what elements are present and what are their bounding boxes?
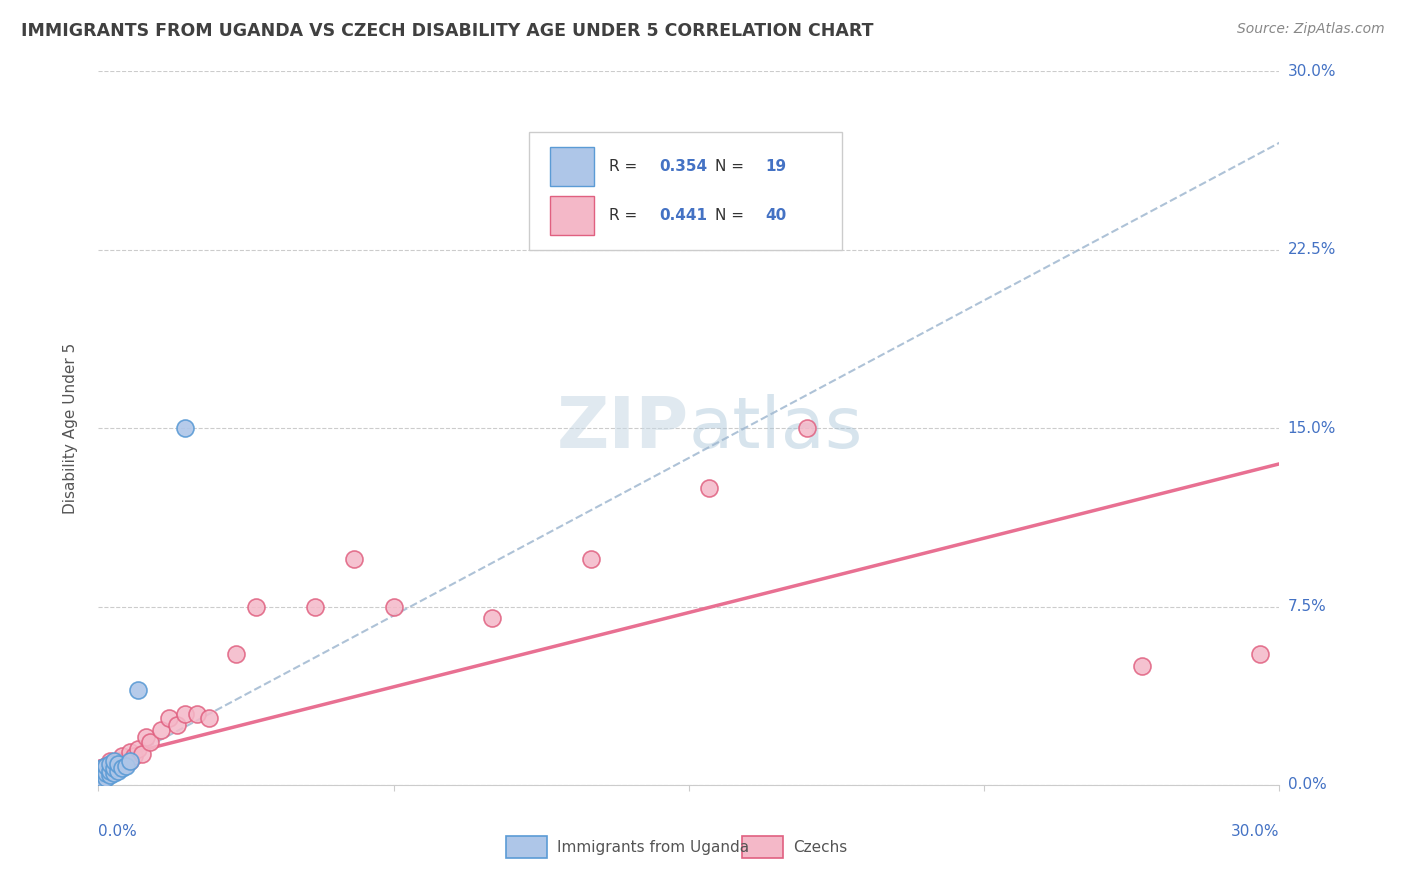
Point	[103, 764, 125, 778]
Text: atlas: atlas	[689, 393, 863, 463]
Point	[157, 711, 180, 725]
Point	[98, 756, 121, 771]
Text: 19: 19	[766, 159, 787, 174]
Point	[91, 766, 114, 780]
FancyBboxPatch shape	[530, 132, 842, 250]
Point	[197, 711, 219, 725]
Point	[107, 761, 129, 775]
Point	[91, 761, 114, 775]
FancyBboxPatch shape	[506, 836, 547, 858]
Text: Source: ZipAtlas.com: Source: ZipAtlas.com	[1237, 22, 1385, 37]
Text: 0.354: 0.354	[659, 159, 707, 174]
FancyBboxPatch shape	[550, 147, 595, 186]
Text: 0.0%: 0.0%	[98, 824, 138, 839]
Point	[1249, 647, 1271, 661]
Point	[96, 771, 118, 785]
Point	[91, 771, 114, 785]
Text: R =: R =	[609, 208, 641, 223]
Point	[1130, 659, 1153, 673]
Point	[122, 749, 145, 764]
Text: 40: 40	[766, 208, 787, 223]
Point	[115, 759, 138, 773]
Point	[166, 718, 188, 732]
Point	[96, 759, 118, 773]
Point	[103, 754, 125, 768]
Point	[579, 552, 602, 566]
Point	[138, 735, 160, 749]
Point	[107, 764, 129, 778]
Y-axis label: Disability Age Under 5: Disability Age Under 5	[63, 343, 77, 514]
Point	[98, 754, 121, 768]
Point	[118, 754, 141, 768]
Point	[118, 745, 141, 759]
Point	[115, 756, 138, 771]
Point	[91, 761, 114, 775]
Text: 30.0%: 30.0%	[1232, 824, 1279, 839]
Point	[174, 706, 197, 721]
Point	[127, 742, 149, 756]
Text: 15.0%: 15.0%	[1288, 421, 1336, 435]
Point	[111, 761, 134, 775]
Point	[382, 599, 405, 614]
Text: 0.0%: 0.0%	[1288, 778, 1326, 792]
Point	[343, 552, 366, 566]
Text: 7.5%: 7.5%	[1288, 599, 1326, 614]
Point	[304, 599, 326, 614]
Point	[103, 766, 125, 780]
Text: 22.5%: 22.5%	[1288, 243, 1336, 257]
Point	[135, 731, 157, 745]
FancyBboxPatch shape	[742, 836, 783, 858]
Point	[91, 766, 114, 780]
Point	[245, 599, 267, 614]
Point	[225, 647, 247, 661]
Point	[131, 747, 153, 761]
Point	[96, 766, 118, 780]
Point	[127, 682, 149, 697]
Point	[98, 768, 121, 782]
Point	[96, 759, 118, 773]
Point	[103, 756, 125, 771]
Text: IMMIGRANTS FROM UGANDA VS CZECH DISABILITY AGE UNDER 5 CORRELATION CHART: IMMIGRANTS FROM UGANDA VS CZECH DISABILI…	[21, 22, 873, 40]
Text: Czechs: Czechs	[793, 839, 848, 855]
Point	[96, 768, 118, 782]
Text: 0.441: 0.441	[659, 208, 707, 223]
Point	[98, 766, 121, 780]
Text: ZIP: ZIP	[557, 393, 689, 463]
FancyBboxPatch shape	[550, 195, 595, 235]
Point	[98, 764, 121, 778]
Point	[150, 723, 173, 738]
Point	[107, 756, 129, 771]
Point	[796, 421, 818, 435]
Text: N =: N =	[714, 159, 749, 174]
Point	[91, 771, 114, 785]
Text: N =: N =	[714, 208, 749, 223]
Text: 30.0%: 30.0%	[1288, 64, 1336, 78]
Point	[186, 706, 208, 721]
Point	[96, 764, 118, 778]
Point	[103, 761, 125, 775]
Point	[481, 611, 503, 625]
Point	[118, 754, 141, 768]
Point	[107, 754, 129, 768]
Point	[174, 421, 197, 435]
Point	[697, 481, 720, 495]
Point	[111, 759, 134, 773]
Point	[111, 749, 134, 764]
Point	[98, 761, 121, 775]
Text: R =: R =	[609, 159, 641, 174]
Text: Immigrants from Uganda: Immigrants from Uganda	[557, 839, 749, 855]
